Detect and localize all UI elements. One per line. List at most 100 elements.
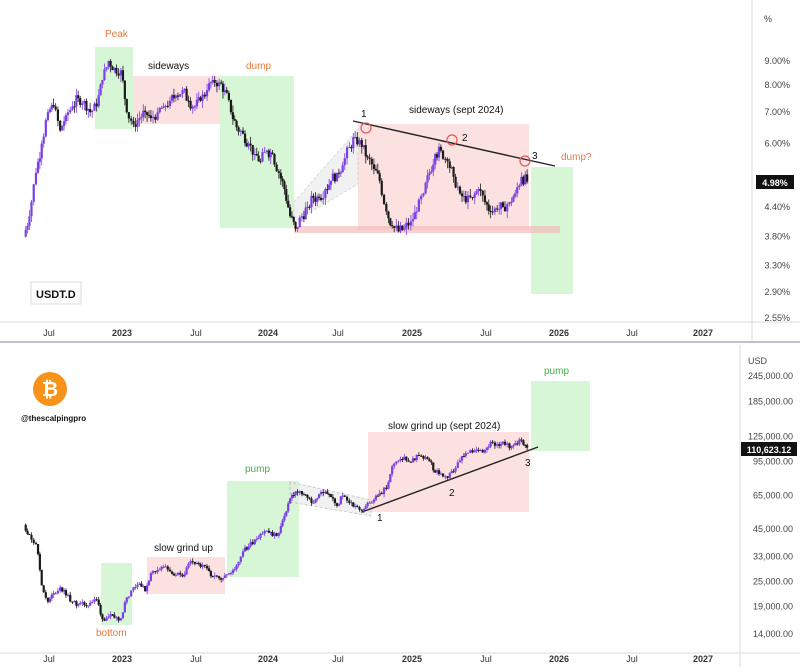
candle-body [179, 572, 182, 575]
candle-body [385, 487, 388, 489]
candle-body [508, 443, 511, 449]
candle-body [413, 458, 416, 461]
annotation-slow-grind-up-sept-2024: slow grind up (sept 2024) [388, 421, 500, 432]
candle-body [269, 152, 272, 158]
candle-body [483, 449, 487, 453]
candle-body [366, 502, 369, 507]
candle-body [446, 158, 449, 162]
candle-body [417, 454, 420, 456]
candle-body [156, 569, 159, 573]
candle-body [364, 506, 367, 509]
candle-body [368, 502, 371, 504]
y-tick-label: 95,000.00 [753, 456, 793, 466]
candle-body [257, 537, 260, 539]
candle-body [279, 526, 282, 533]
candle-body [300, 491, 304, 495]
candle-body [75, 95, 78, 107]
x-tick-label: Jul [480, 654, 492, 664]
candle-body [292, 495, 295, 497]
candle-body [460, 456, 464, 461]
candle-body [493, 208, 497, 212]
candle-body [378, 173, 381, 181]
candle-body [364, 145, 367, 157]
candle-body [134, 124, 137, 127]
candle-body [199, 563, 202, 567]
candle-body [44, 120, 47, 137]
candle-body [370, 158, 373, 165]
candle-body [66, 594, 70, 596]
candle-body [28, 216, 31, 227]
candle-body [339, 496, 342, 505]
y-tick-label: 125,000.00 [748, 432, 793, 442]
candle-body [389, 474, 392, 483]
x-tick-label: 2026 [549, 328, 569, 338]
candle-body [473, 193, 476, 198]
candle-body [475, 449, 478, 451]
candle-body [251, 144, 254, 155]
candle-body [466, 195, 470, 203]
touch-label-1-btc: 1 [377, 513, 383, 524]
candle-body [289, 498, 292, 504]
annotation-sideways-sept-2024: sideways (sept 2024) [409, 105, 504, 116]
candle-body [46, 597, 50, 602]
candle-body [424, 182, 427, 194]
candle-body [452, 166, 455, 177]
candle-body [231, 112, 235, 120]
candle-body [403, 456, 406, 460]
candle-body [255, 538, 258, 540]
y-tick-label: 2.90% [764, 287, 790, 297]
touch-label-1: 1 [361, 109, 367, 120]
x-tick-label: Jul [190, 654, 202, 664]
candle-body [487, 204, 490, 211]
candle-body [439, 473, 442, 475]
candle-body [218, 82, 221, 87]
candle-body [481, 190, 484, 196]
candle-body [127, 596, 130, 598]
candle-body [38, 158, 41, 162]
candle-body [253, 154, 256, 156]
candle-body [393, 463, 396, 467]
candle-body [411, 219, 415, 222]
candle-body [203, 94, 206, 97]
candle-body [324, 491, 327, 494]
candle-body [354, 505, 357, 507]
candle-body [162, 106, 165, 109]
candle-body [211, 79, 214, 83]
candle-body [464, 453, 467, 457]
candle-body [265, 530, 268, 532]
candle-body [56, 109, 60, 121]
usdt-d-y-ticks: 9.00% 8.00% 7.00% 6.00% 4.40% 3.80% 3.30% 2.90%… [764, 56, 790, 323]
candle-body [352, 502, 355, 507]
candle-body [420, 195, 423, 200]
x-tick-label: Jul [190, 328, 202, 338]
candle-body [506, 204, 509, 212]
candle-body [44, 592, 47, 598]
candle-body [350, 502, 353, 504]
candle-body [487, 446, 490, 448]
candle-body [503, 441, 507, 445]
candle-body [36, 161, 40, 173]
candle-body [42, 136, 45, 144]
x-tick-label: Jul [43, 328, 55, 338]
touch-circle-3 [519, 155, 531, 167]
candle-body [287, 200, 290, 208]
candle-body [140, 117, 143, 119]
candle-body [499, 443, 503, 446]
y-tick-label: 185,000.00 [748, 396, 793, 406]
candle-body [64, 590, 68, 596]
candle-body [376, 495, 379, 497]
candle-body [501, 202, 505, 207]
candle-body [77, 604, 80, 606]
candle-body [435, 470, 439, 473]
candle-body [477, 449, 480, 451]
candle-body [345, 496, 349, 501]
y-tick-label: 3.30% [764, 260, 790, 270]
candle-body [397, 460, 400, 462]
candle-body [413, 212, 416, 220]
y-tick-label: 8.00% [764, 80, 790, 90]
candle-body [225, 574, 228, 576]
candle-body [46, 112, 50, 121]
x-tick-label: 2026 [549, 654, 569, 664]
candle-body [341, 495, 344, 497]
candle-body [335, 172, 339, 182]
